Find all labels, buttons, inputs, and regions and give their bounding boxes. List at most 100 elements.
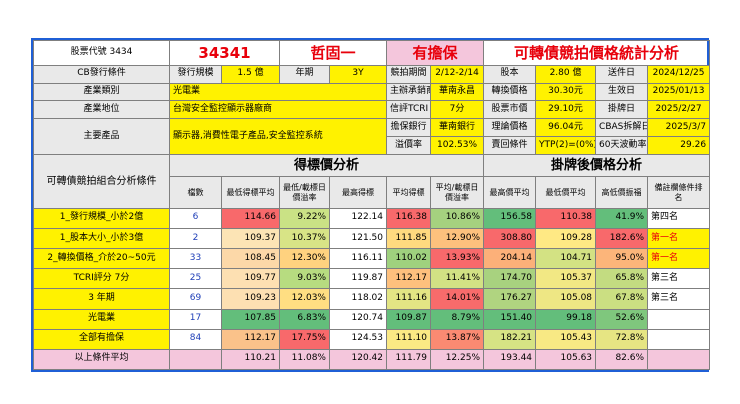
position-label: 產業地位 [33, 100, 170, 120]
position-value: 台灣安全監控顯示器廠商 [168, 100, 388, 120]
row-min-bid: 109.77 [221, 268, 280, 290]
theory-price-label: 理論價格 [483, 118, 537, 138]
summary-label: 以上條件平均 [33, 348, 170, 371]
row-count: 25 [169, 268, 222, 290]
row-max-bid: 121.50 [328, 227, 388, 250]
row-condition: 全部有擔保 [33, 328, 170, 350]
effective-date-label: 生效日 [595, 82, 649, 102]
row-avg-prem: 12.90% [430, 227, 485, 250]
info-row-3: 產業地位 台灣安全監控顯示器廠商 信評TCRI 7分 股票市價 29.10元 掛… [33, 100, 711, 120]
row-max-bid: 116.11 [328, 248, 388, 270]
col-max-bid: 最高得標 [328, 176, 388, 209]
row-max-bid: 120.74 [328, 308, 388, 330]
listing-date-value: 2025/2/27 [647, 100, 711, 120]
products-value: 顯示器,消費性電子產品,安全監控系統 [168, 118, 388, 156]
row-low: 110.38 [535, 207, 597, 229]
auction-period-value: 2/12-2/14 [430, 64, 485, 84]
volatility-label: 60天波動率 [595, 136, 649, 156]
summary-min-bid: 110.21 [221, 348, 280, 371]
tcri-label: 信評TCRI [386, 100, 432, 120]
stock-price-label: 股票市價 [483, 100, 537, 120]
summary-amplitude: 82.6% [595, 348, 649, 371]
row-high: 182.21 [483, 328, 537, 350]
industry-value: 光電業 [168, 82, 388, 102]
row-low: 99.18 [535, 308, 597, 330]
row-condition: 1_發行規模_小於2億 [33, 207, 170, 229]
row-high: 176.27 [483, 288, 537, 310]
row-avg-prem: 13.93% [430, 248, 485, 270]
row-min-bid: 109.23 [221, 288, 280, 310]
row-rank: 第三名 [647, 268, 711, 290]
table-row: 光電業 17 107.85 6.83% 120.74 109.87 8.79% 151.40 9… [33, 308, 711, 330]
row-avg-prem: 8.79% [430, 308, 485, 330]
row-avg-bid: 116.38 [386, 207, 432, 229]
col-avg-premium: 平均/載標日價溢率 [430, 176, 485, 209]
row-low: 105.43 [535, 328, 597, 350]
row-min-bid: 108.45 [221, 248, 280, 270]
col-amplitude: 高低價振福 [595, 176, 649, 209]
row-avg-bid: 111.16 [386, 288, 432, 310]
industry-label: 產業類別 [33, 82, 170, 102]
row-condition: 2_轉換價格_介於20~50元 [33, 248, 170, 270]
bid-section-title: 得標價分析 [168, 154, 485, 178]
summary-rank [647, 348, 711, 371]
title-row: 股票代號 3434 34341 哲固一 有擔保 可轉債競拍價格統計分析 [33, 40, 711, 66]
col-min-premium: 最低/載標日價溢率 [279, 176, 330, 209]
row-max-bid: 119.87 [328, 268, 388, 290]
row-rank [647, 308, 711, 330]
table-row: 1_股本大小_小於3億 2 109.37 10.37% 121.50 111.85 12.9… [33, 227, 711, 250]
page-title: 可轉債競拍價格統計分析 [483, 40, 711, 66]
tcri-value: 7分 [430, 100, 485, 120]
term-value: 3Y [328, 64, 388, 84]
row-max-bid: 118.02 [328, 288, 388, 310]
row-min-prem: 6.83% [279, 308, 330, 330]
row-count: 69 [169, 288, 222, 310]
table-row: 2_轉換價格_介於20~50元 33 108.45 12.30% 116.11 110.0… [33, 248, 711, 270]
table-row: 1_發行規模_小於2億 6 114.66 9.22% 122.14 116.38 10.86… [33, 207, 711, 229]
row-min-prem: 12.30% [279, 248, 330, 270]
row-min-bid: 114.66 [221, 207, 280, 229]
table-row: 3 年期 69 109.23 12.03% 118.02 111.16 14.01% 176.… [33, 288, 711, 310]
cbas-date-value: 2025/3/7 [647, 118, 711, 138]
summary-min-premium: 11.08% [279, 348, 330, 371]
row-high: 156.58 [483, 207, 537, 229]
row-count: 2 [169, 227, 222, 250]
guarantor-value: 華南銀行 [430, 118, 485, 138]
summary-avg-bid: 111.79 [386, 348, 432, 371]
row-condition: 3 年期 [33, 288, 170, 310]
cb-code: 34341 [169, 40, 280, 66]
capital-value: 2.80 億 [535, 64, 597, 84]
premium-value: 102.53% [430, 136, 485, 156]
put-value: YTP(2)=(0%) [535, 136, 597, 156]
row-condition: 光電業 [33, 308, 170, 330]
section-header-row: 可轉債競拍組合分析條件 得標價分析 掛牌後價格分析 [33, 154, 711, 209]
premium-label: 溢價率 [386, 136, 432, 156]
underwriter-value: 華南永昌 [430, 82, 485, 102]
conversion-price-value: 30.30元 [535, 82, 597, 102]
row-avg-bid: 111.10 [386, 328, 432, 350]
theory-price-value: 96.04元 [535, 118, 597, 138]
listing-section-title: 掛牌後價格分析 [483, 154, 711, 178]
row-low: 104.71 [535, 248, 597, 270]
row-avg-prem: 14.01% [430, 288, 485, 310]
auction-period-label: 競拍期間 [386, 64, 432, 84]
row-avg-bid: 112.17 [386, 268, 432, 290]
row-low: 105.37 [535, 268, 597, 290]
row-low: 109.28 [535, 227, 597, 250]
row-max-bid: 124.53 [328, 328, 388, 350]
summary-max-bid: 120.42 [328, 348, 388, 371]
row-amp: 67.8% [595, 288, 649, 310]
conversion-price-label: 轉換價格 [483, 82, 537, 102]
row-rank: 第一名 [647, 248, 711, 270]
row-min-bid: 112.17 [221, 328, 280, 350]
info-row-1: CB發行條件 發行規模 1.5 億 年期 3Y 競拍期間 2/12-2/14 股… [33, 64, 711, 84]
col-count: 檔數 [169, 176, 222, 209]
row-count: 17 [169, 308, 222, 330]
row-low: 105.08 [535, 288, 597, 310]
issue-size-label: 發行規模 [169, 64, 222, 84]
row-avg-prem: 10.86% [430, 207, 485, 229]
summary-count [169, 348, 222, 371]
stock-code-label: 股票代號 3434 [33, 40, 170, 66]
row-amp: 52.6% [595, 308, 649, 330]
submit-date-label: 送件日 [595, 64, 649, 84]
